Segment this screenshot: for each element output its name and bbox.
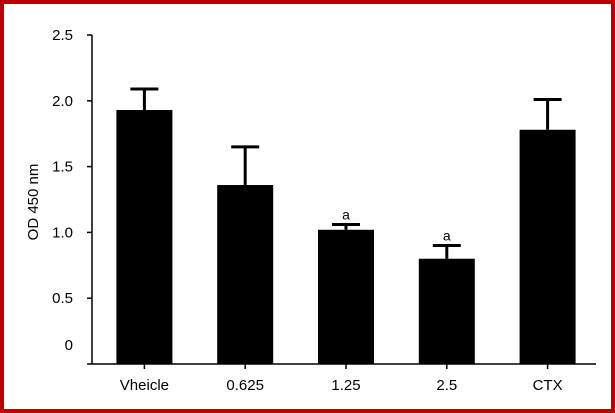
y-tick-label: 2.5: [52, 27, 73, 44]
bars: aa: [116, 87, 576, 365]
y-tick-label: 0.5: [52, 290, 73, 307]
y-tick-label: 1.0: [52, 224, 73, 241]
x-tick-label: CTX: [533, 377, 563, 394]
y-axis: 0 0.5 1.0 1.5 2.0 2.5: [52, 27, 93, 365]
y-axis-label: OD 450 nm: [25, 164, 42, 241]
bar: [418, 258, 475, 364]
significance-label: a: [342, 207, 350, 223]
y-tick-label: 1.5: [52, 159, 73, 176]
y-tick-label: 0: [65, 337, 73, 354]
bar: [217, 185, 274, 364]
bar: [519, 129, 576, 364]
x-tick-label: 2.5: [436, 377, 457, 394]
bar: [318, 229, 374, 364]
significance-label: a: [443, 228, 451, 244]
x-tick-label: Vheicle: [120, 377, 169, 394]
y-tick-label: 2.0: [52, 93, 73, 110]
x-tick-label: 0.625: [226, 377, 264, 394]
x-axis: Vheicle 0.625 1.25 2.5 CTX: [92, 363, 596, 394]
x-tick-label: 1.25: [331, 377, 360, 394]
bar: [116, 110, 173, 365]
